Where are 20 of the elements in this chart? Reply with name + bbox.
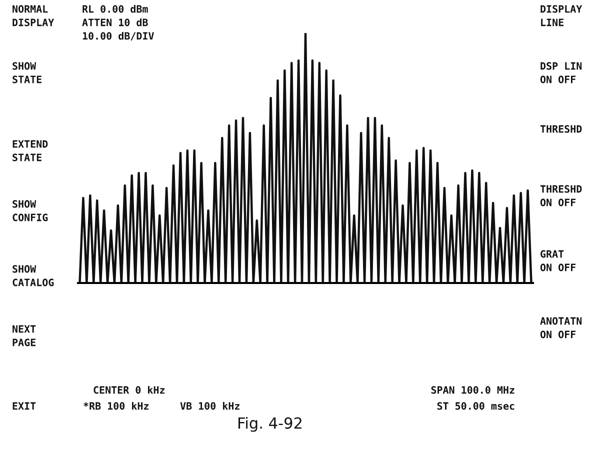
text: SHOW CATALOG xyxy=(12,265,54,286)
annotation: RL 0.00 dBm ATTEN 10 dB 10.00 dB/DIV xyxy=(82,5,154,40)
caption: Fig. 4-92 xyxy=(238,417,302,432)
text: *RB 100 kHz xyxy=(84,402,148,410)
text: DSP LIN ON OFF xyxy=(540,62,582,84)
text: NEXT PAGE xyxy=(12,325,36,346)
text: ANOTATN ON OFF xyxy=(540,317,582,338)
text: DISPLAY LINE xyxy=(540,5,582,26)
text: SHOW STATE xyxy=(12,62,42,84)
text: GRAT ON OFF xyxy=(540,250,576,272)
text: NORMAL DISPLAY xyxy=(12,5,54,26)
text: CENTER 0 kHz xyxy=(94,386,165,394)
text: EXIT xyxy=(12,402,36,410)
text: ST 50.00 msec xyxy=(437,402,514,410)
text: SPAN 100.0 MHz xyxy=(431,386,514,394)
text: SHOW CONFIG xyxy=(12,200,48,222)
text: VB 100 kHz xyxy=(180,402,240,410)
text: THRESHD xyxy=(540,125,582,133)
text: EXTEND STATE xyxy=(12,140,48,162)
text: THRESHD ON OFF xyxy=(540,185,582,206)
